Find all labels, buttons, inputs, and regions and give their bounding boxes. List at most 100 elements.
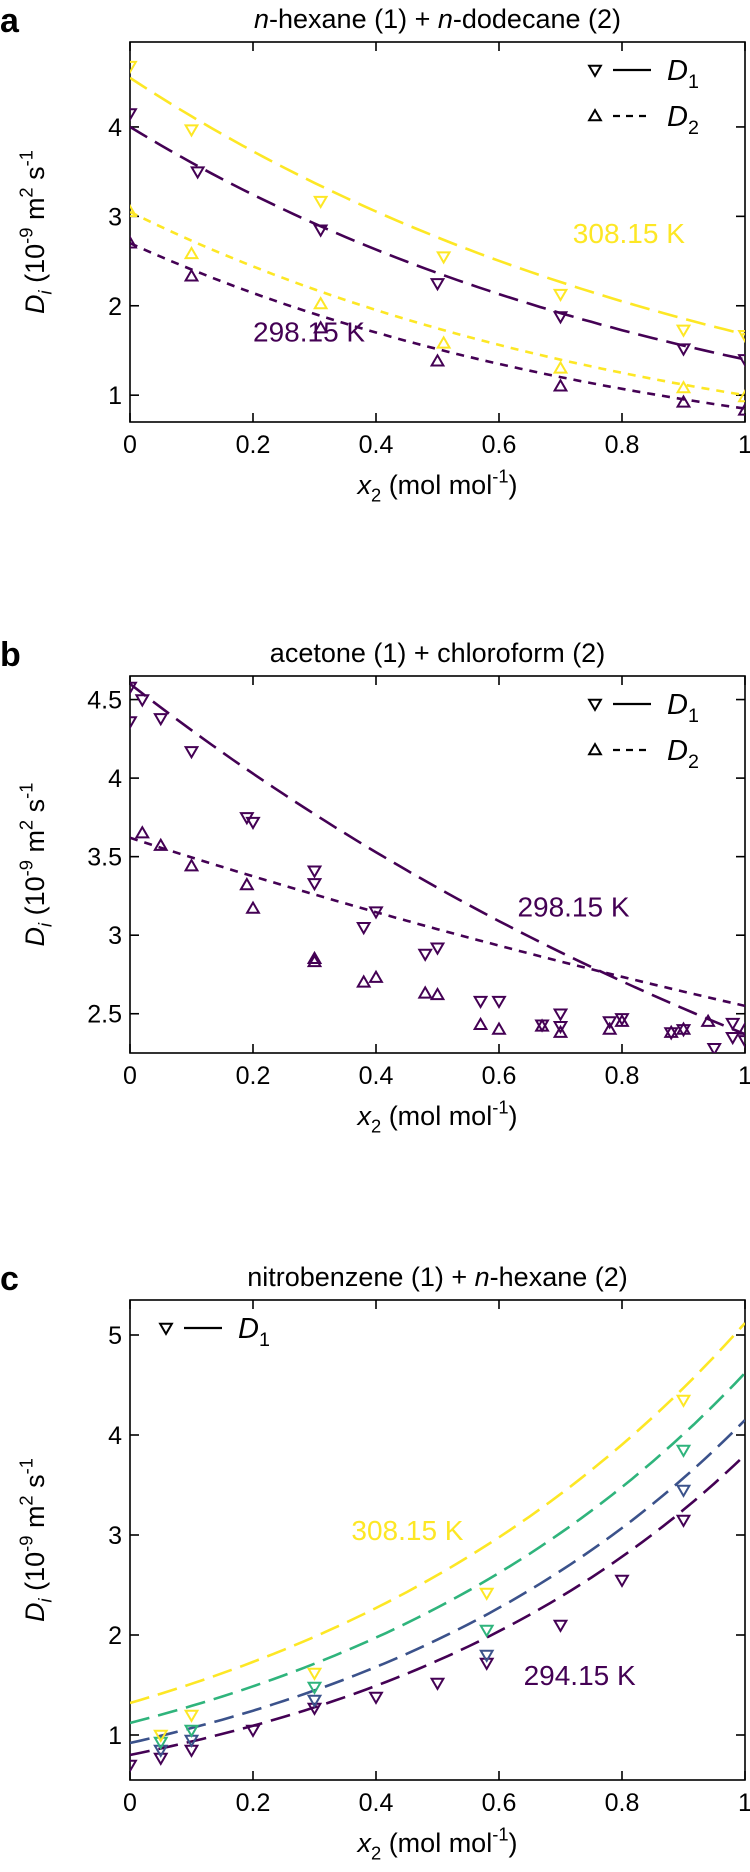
legend-label: D2 (667, 735, 699, 773)
chart-title: n-hexane (1) + n-dodecane (2) (254, 4, 621, 34)
data-point (675, 1514, 692, 1528)
data-point (737, 329, 745, 344)
data-point (737, 402, 745, 416)
y-tick-label: 4 (108, 114, 122, 142)
fit-curve-D1-29415K (130, 1454, 745, 1757)
legend-marker (587, 64, 603, 78)
plot-area (130, 681, 745, 1053)
data-point (725, 1017, 741, 1032)
data-point (436, 251, 452, 265)
data-point (675, 343, 692, 357)
data-point (429, 278, 446, 292)
data-point (552, 1021, 569, 1035)
y-tick-label: 2 (108, 1622, 122, 1650)
data-point (675, 1444, 692, 1458)
data-point (183, 1709, 200, 1723)
data-point (130, 716, 138, 730)
data-point (472, 1016, 489, 1030)
data-point (429, 986, 446, 1001)
fit-curve-D2-29815K (130, 242, 745, 410)
data-point (153, 837, 169, 851)
y-tick-label: 4.5 (87, 687, 122, 715)
data-point (436, 335, 452, 349)
fit-curve-D1-29815K (130, 125, 745, 361)
y-tick-label: 3 (108, 922, 122, 950)
data-point (602, 1016, 618, 1030)
data-point (306, 1694, 323, 1708)
fit-curve-D1-29815K (130, 682, 745, 1036)
data-point (737, 354, 745, 368)
data-point (306, 954, 323, 968)
data-point (706, 1043, 722, 1053)
data-point (534, 1018, 550, 1032)
data-point (306, 950, 323, 965)
legend-label: D2 (667, 101, 699, 139)
x-tick-label: 0 (123, 431, 137, 459)
legend-label: D1 (667, 55, 699, 93)
data-point (245, 816, 261, 830)
data-point (552, 360, 569, 374)
y-tick-label: 4 (108, 1422, 122, 1450)
data-point (313, 296, 329, 310)
y-axis-label: Di (10-9 m2 s-1 (16, 782, 56, 946)
data-point (552, 1619, 569, 1633)
x-tick-label: 0.6 (482, 1062, 517, 1090)
x-tick-label: 0.4 (359, 1789, 394, 1817)
legend: D1 (158, 1313, 270, 1351)
data-point (313, 195, 329, 210)
panel-b: b acetone (1) + chloroform (2) 0 0.2 0.4 0.6 0… (0, 636, 750, 1137)
x-tick-label: 0.4 (359, 431, 394, 459)
data-point (479, 1649, 495, 1663)
y-tick-label: 2.5 (87, 1001, 122, 1029)
data-point (130, 681, 138, 695)
data-point (552, 1024, 569, 1038)
data-point (552, 1008, 569, 1022)
data-point (675, 324, 692, 338)
plot-area (130, 1322, 745, 1773)
data-point (306, 1681, 323, 1695)
data-point (153, 1729, 169, 1743)
data-point (153, 1736, 169, 1750)
fit-curve-D1-29815K (130, 1419, 745, 1745)
x-tick-label: 0.2 (236, 1789, 271, 1817)
x-axis-label: x2 (mol mol-1) (355, 466, 517, 506)
legend-marker (587, 698, 603, 712)
fit-curve-D1-30815K (130, 1322, 745, 1705)
data-point (313, 224, 329, 238)
data-point (306, 865, 323, 879)
plot-frame (129, 675, 746, 1054)
data-point (153, 1752, 169, 1766)
x-axis-label: x2 (mol mol-1) (355, 1097, 517, 1137)
y-tick-label: 1 (108, 382, 122, 410)
data-point (675, 394, 692, 408)
data-point (700, 1013, 716, 1027)
data-point (306, 1667, 323, 1681)
data-point (368, 1691, 384, 1705)
data-point (491, 1021, 507, 1035)
data-point (429, 353, 446, 367)
data-point (239, 877, 255, 891)
data-point (675, 380, 692, 394)
data-point (602, 1021, 618, 1035)
chart-title: acetone (1) + chloroform (2) (270, 638, 605, 668)
legend-label: D1 (238, 1313, 270, 1351)
data-point (552, 288, 569, 303)
data-point (356, 922, 372, 936)
fit-curve-D1-30315K (130, 1372, 745, 1725)
x-tick-label: 0.8 (605, 431, 640, 459)
data-point (183, 246, 200, 260)
temperature-label: 308.15 K (573, 218, 685, 249)
legend-marker (587, 742, 603, 756)
y-axis-label: Di (10-9 m2 s-1 (16, 150, 56, 314)
plot-frame (129, 41, 746, 423)
data-point (675, 1021, 692, 1035)
data-point (417, 985, 433, 999)
temperature-label: 294.15 K (524, 1660, 636, 1691)
data-point (675, 1394, 692, 1408)
data-point (183, 858, 200, 872)
panel-c: c nitrobenzene (1) + n-hexane (2) 0 0.2 0.4 0… (0, 1260, 750, 1864)
data-point (134, 694, 150, 708)
data-point (614, 1574, 630, 1588)
data-point (479, 1587, 495, 1601)
